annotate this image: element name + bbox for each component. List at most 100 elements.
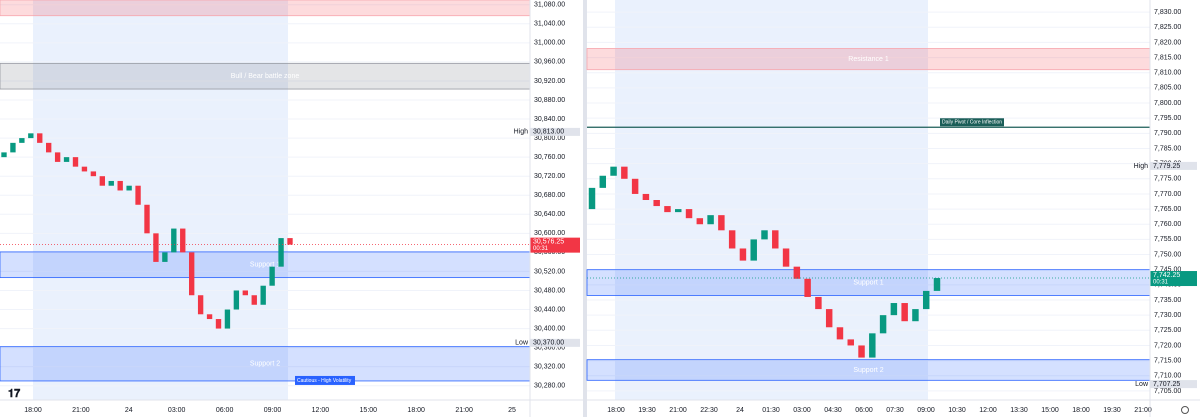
pivot-label-bg (940, 118, 1004, 127)
candle-body (10, 142, 16, 153)
x-tick-label: 18:00 (24, 407, 42, 414)
y-tick-label: 30,800.00 (534, 135, 565, 142)
zone (0, 0, 531, 17)
low-label: Low (515, 340, 529, 347)
x-tick-label: 10:30 (948, 407, 966, 414)
last-price-bg (1150, 271, 1197, 287)
y-tick-label: 30,520.00 (534, 268, 565, 275)
y-tick-label: 7,825.00 (1154, 24, 1181, 31)
last-price: 30,576.25 (533, 238, 564, 245)
low-label: Low (1135, 381, 1149, 388)
candle-body (153, 233, 159, 262)
candle-body (54, 152, 61, 162)
candle-body (251, 295, 257, 305)
candle-body (171, 228, 177, 253)
candle-body (81, 166, 88, 172)
candle-body (63, 157, 70, 162)
candle-body (126, 185, 132, 191)
y-tick-label: 7,755.00 (1154, 236, 1181, 243)
y-tick-label: 7,710.00 (1154, 373, 1181, 380)
x-tick-label: 15:00 (1041, 407, 1059, 414)
candle-body (847, 339, 854, 346)
high-value-bg (530, 127, 580, 136)
y-tick-label: 7,770.00 (1154, 191, 1181, 198)
high-label: High (1134, 163, 1149, 170)
y-tick-label: 7,725.00 (1154, 327, 1181, 334)
last-price: 7,742.25 (1153, 272, 1180, 279)
x-tick-label: 12:00 (312, 407, 330, 414)
candle-body (728, 230, 736, 249)
y-tick-label: 7,830.00 (1154, 9, 1181, 16)
candle-body (761, 230, 768, 240)
y-tick-label: 30,480.00 (534, 287, 565, 294)
candle-body (242, 290, 248, 296)
x-tick-label: 19:30 (638, 407, 656, 414)
candle-body (72, 157, 79, 167)
chart-panel: 31,080.00 31,040.00 31,000.00 30,960.00 30,9… (0, 0, 583, 417)
y-tick-label: 30,280.00 (534, 383, 565, 390)
x-tick-label: 21:00 (1134, 407, 1152, 414)
y-tick-label: 31,080.00 (534, 2, 565, 9)
candle-body (588, 187, 596, 210)
x-tick-label: 03:00 (168, 407, 186, 414)
y-tick-label: 7,785.00 (1154, 145, 1181, 152)
candle-body (858, 345, 865, 358)
y-tick-label: 30,720.00 (534, 173, 565, 180)
candle-body (46, 142, 52, 153)
zone (0, 346, 531, 382)
x-tick-label: 13:30 (1010, 407, 1028, 414)
candle-body (707, 215, 714, 225)
annotation: Cautious - High Volatility (297, 378, 352, 384)
session-shade (615, 0, 928, 400)
y-tick-label: 30,640.00 (534, 211, 565, 218)
candle-body (599, 175, 607, 188)
y-tick-label: 30,760.00 (534, 154, 565, 161)
low-value: 7,707.25 (1153, 381, 1180, 388)
y-tick-label: 7,715.00 (1154, 357, 1181, 364)
candle-body (653, 200, 660, 207)
candle-body (162, 252, 168, 262)
zone-label: Support 1 (853, 279, 883, 286)
candle-body (718, 215, 725, 231)
tv-logo: 𝟏𝟕 (8, 388, 21, 400)
candle-body (782, 248, 790, 267)
x-tick-label: 19:30 (1103, 407, 1121, 414)
y-tick-label: 30,600.00 (534, 230, 565, 237)
low-value-bg (1150, 380, 1197, 389)
annotation-bg (295, 375, 355, 385)
x-tick-label: 18:00 (407, 407, 425, 414)
candle-body (836, 327, 844, 340)
last-price-bg (530, 237, 580, 253)
candle-body (825, 309, 833, 328)
zone-label: Bull / Bear battle zone (231, 73, 300, 80)
y-tick-label: 31,040.00 (534, 21, 565, 28)
x-tick-label: 21:00 (72, 407, 90, 414)
candle-body (19, 138, 25, 143)
zone-label: Support 1 (250, 262, 280, 269)
x-tick-label: 24 (736, 407, 744, 414)
high-label: High (514, 129, 529, 136)
session-shade (33, 0, 288, 400)
high-value: 30,813.00 (533, 129, 564, 136)
candle-body (117, 180, 123, 191)
settings-icon[interactable] (1181, 406, 1189, 414)
x-tick-label: 24 (125, 407, 133, 414)
candle-body (901, 303, 908, 322)
zone-label: Support 2 (853, 367, 883, 374)
y-tick-label: 7,800.00 (1154, 100, 1181, 107)
candle-body (675, 209, 682, 213)
candle-body (135, 185, 141, 205)
candle-body (696, 218, 704, 225)
x-tick-label: 09:00 (917, 407, 935, 414)
x-tick-label: 18:00 (607, 407, 625, 414)
countdown: 00:31 (533, 246, 549, 252)
candle-body (233, 290, 240, 310)
y-tick-label: 7,810.00 (1154, 70, 1181, 77)
x-tick-label: 06:00 (855, 407, 873, 414)
candle-body (879, 315, 887, 334)
low-value-bg (530, 338, 580, 347)
y-tick-label: 30,960.00 (534, 59, 565, 66)
candle-body (869, 333, 876, 358)
y-tick-label: 7,730.00 (1154, 312, 1181, 319)
